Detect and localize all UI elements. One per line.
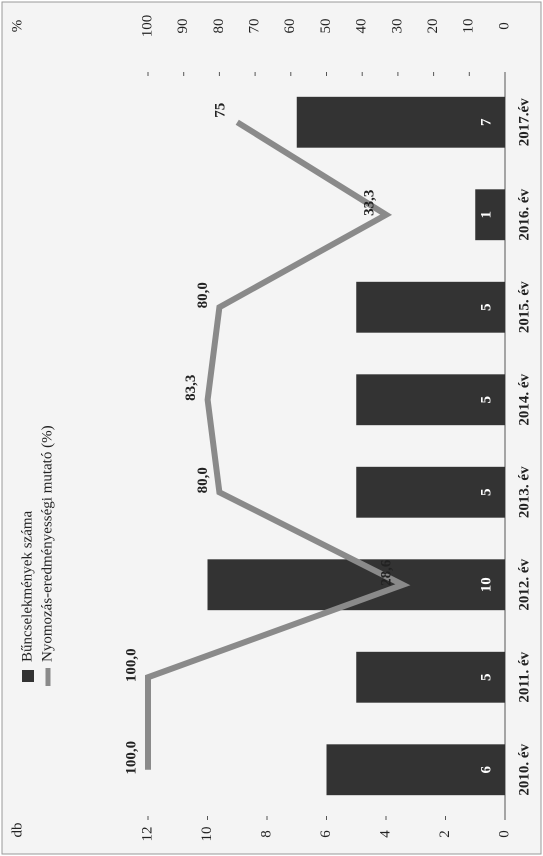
legend-swatch: [22, 670, 34, 682]
y-tick-label: 8: [258, 830, 274, 838]
y2-tick-label: 70: [247, 19, 263, 34]
y2-tick-label: 10: [461, 19, 477, 34]
y2-axis-unit: %: [9, 20, 25, 33]
line-label: 80,0: [195, 282, 211, 308]
bar: [475, 189, 505, 241]
y-tick-label: 2: [437, 830, 453, 838]
line-label: 100,0: [123, 741, 139, 775]
y-axis-unit: db: [9, 823, 25, 838]
line: [145, 119, 411, 770]
bar-label: 6: [478, 766, 494, 774]
bar-label: 5: [478, 304, 494, 312]
y-tick-label: 12: [139, 827, 155, 842]
x-tick-label: 2014. év: [516, 373, 532, 425]
bar: [356, 374, 505, 426]
y-tick-label: 6: [318, 830, 334, 838]
y2-tick-label: 60: [282, 19, 298, 34]
y2-tick-label: 90: [175, 19, 191, 34]
bar-label: 1: [478, 211, 494, 219]
bar-label: 10: [478, 577, 494, 592]
y2-tick-label: 40: [354, 19, 370, 34]
y2-tick-label: 100: [139, 15, 155, 38]
bar: [207, 559, 505, 611]
x-tick-label: 2017.év: [516, 98, 532, 146]
x-tick-label: 2016. év: [516, 188, 532, 240]
x-tick-label: 2015. év: [516, 281, 532, 333]
bar-label: 5: [478, 396, 494, 404]
line-label: 100,0: [123, 648, 139, 682]
line-label: 80,0: [195, 467, 211, 493]
bar: [296, 96, 505, 148]
y2-tick-label: 20: [425, 19, 441, 34]
line-label: 28,6: [378, 559, 394, 586]
line-label: 83,3: [183, 375, 199, 401]
bar-label: 5: [478, 489, 494, 497]
bar: [356, 651, 505, 703]
y-tick-label: 4: [377, 830, 393, 838]
bar: [326, 744, 505, 796]
x-tick-label: 2013. év: [516, 466, 532, 518]
y2-tick-label: 0: [496, 22, 512, 30]
y2-tick-label: 30: [389, 19, 405, 34]
rotated-chart: db % 0 2 4 6 8 10 12 0 10 20 30 40 50 60 70 80 90 100 2010…: [9, 15, 532, 842]
legend-label: Nyomozás-eredményességi mutató (%): [39, 425, 55, 662]
y2-tick-label: 50: [318, 19, 334, 34]
x-tick-label: 2012. év: [516, 558, 532, 610]
bar-label: 5: [478, 674, 494, 682]
x-tick-label: 2010. év: [516, 743, 532, 795]
line-label: 75: [213, 103, 229, 118]
y2-tick-label: 80: [211, 19, 227, 34]
bar: [356, 466, 505, 518]
x-tick-label: 2011. év: [516, 651, 532, 702]
bar-label: 7: [478, 118, 494, 126]
line-label: 33,3: [362, 190, 378, 216]
y-tick-label: 10: [199, 827, 215, 842]
legend-label: Bűncselekmények száma: [19, 510, 35, 662]
bar: [356, 281, 505, 333]
y-tick-label: 0: [496, 830, 512, 838]
